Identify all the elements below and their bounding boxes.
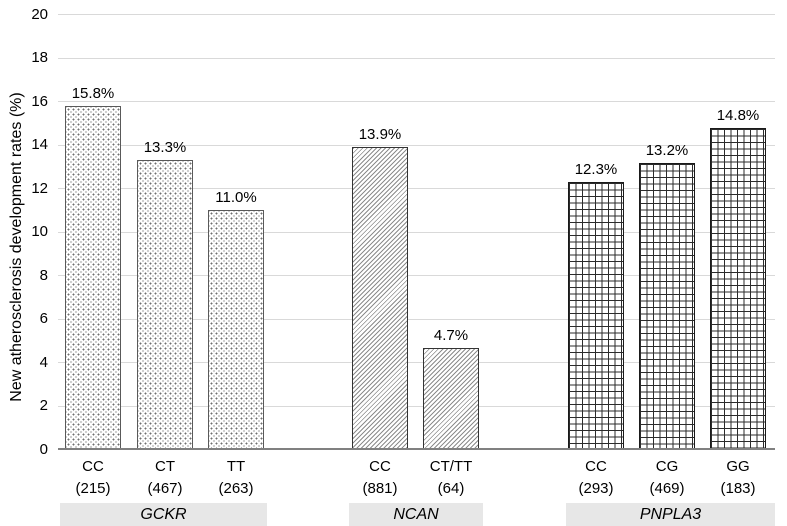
bar-ncan-cc [352,147,408,450]
gridline-6 [58,318,775,320]
gridline-8 [58,275,775,277]
gridline-2 [58,405,775,407]
gridline-16 [58,101,775,103]
gridline-18 [58,57,775,59]
sample-count-label: (469) [649,480,685,497]
sample-count-label: (64) [437,480,465,497]
y-tick-label-2: 2 [39,397,48,415]
category-label-gckr-cc: CC (215) [48,456,138,500]
y-tick-label-8: 8 [39,266,48,284]
sample-count-label: (467) [147,480,183,497]
category-label-gckr-tt: TT (263) [191,456,281,500]
gene-name-pnpla3: PNPLA3 [639,506,702,523]
y-tick-label-20: 20 [31,5,48,23]
y-tick-label-12: 12 [31,179,48,197]
category-label-pnpla3-cg: CG (469) [622,456,712,500]
bar-gckr-ct [137,160,193,450]
category-label-ncan-ct-tt: CT/TT (64) [406,456,496,500]
y-tick-label-16: 16 [31,92,48,110]
genotype-label: CG [655,458,679,475]
category-label-pnpla3-gg: GG (183) [693,456,783,500]
bar-ncan-ct-tt [423,347,479,450]
category-label-gckr-ct: CT (467) [120,456,210,500]
x-axis-line [58,448,775,450]
y-tick-label-10: 10 [31,223,48,241]
genotype-label: CT [155,458,175,475]
gridline-12 [58,188,775,190]
gene-name-ncan: NCAN [393,506,439,523]
genotype-label: CC [82,458,104,475]
data-label-gckr-tt: 11.0% [215,189,257,207]
bar-pnpla3-gg [710,127,766,450]
data-label-gckr-ct: 13.3% [143,139,187,157]
gridline-4 [58,362,775,364]
data-label-ncan-ct-tt: 4.7% [433,326,469,344]
genotype-label: CC [369,458,391,475]
genotype-label: TT [226,458,246,475]
data-label-pnpla3-cc: 12.3% [574,161,618,179]
category-label-pnpla3-cc: CC (293) [551,456,641,500]
gridline-10 [58,231,775,233]
bar-gckr-tt [208,210,264,450]
sample-count-label: (183) [720,480,756,497]
sample-count-label: (215) [75,480,111,497]
data-label-pnpla3-gg: 14.8% [716,106,760,124]
y-tick-label-18: 18 [31,49,48,67]
data-label-ncan-cc: 13.9% [358,126,402,144]
y-tick-label-0: 0 [39,441,48,458]
bar-pnpla3-cc [568,182,624,450]
gene-band-gckr: GCKR [60,503,267,526]
y-tick-label-14: 14 [31,136,48,154]
y-tick-label-6: 6 [39,310,48,328]
sample-count-label: (293) [578,480,614,497]
genotype-label: CC [585,458,607,475]
data-label-pnpla3-cg: 13.2% [645,141,689,159]
data-label-gckr-cc: 15.8% [71,84,115,102]
bar-gckr-cc [65,105,121,450]
gene-name-gckr: GCKR [140,506,187,523]
gridline-20 [58,14,775,15]
genotype-label: CT/TT [429,458,473,475]
y-tick-label-4: 4 [39,353,48,371]
gridline-14 [58,144,775,146]
gene-band-ncan: NCAN [349,503,483,526]
sample-count-label: (263) [218,480,254,497]
category-label-ncan-cc: CC (881) [335,456,425,500]
gene-band-pnpla3: PNPLA3 [566,503,775,526]
bar-pnpla3-cg [639,162,695,450]
genotype-label: GG [726,458,750,475]
sample-count-label: (881) [362,480,398,497]
